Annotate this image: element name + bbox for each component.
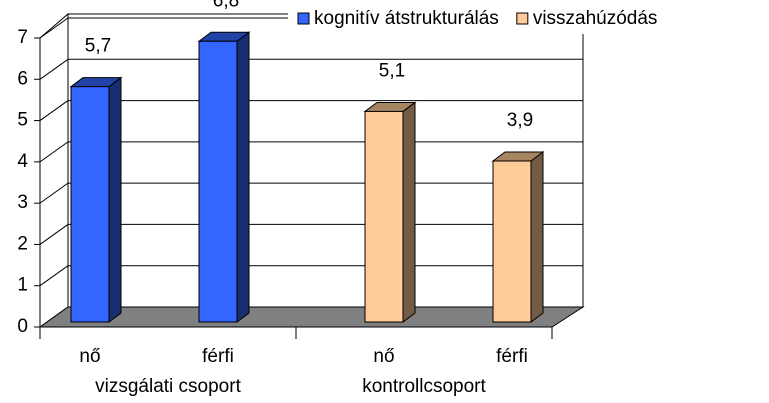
y-tick-label: 0 [17,316,28,337]
grid-line [39,100,69,121]
x-tick-label: férfi [202,346,234,367]
grid-line [39,58,69,80]
y-tick-label: 5 [17,110,28,131]
bar [198,40,238,323]
legend-box [288,4,769,34]
bar-side [402,101,416,323]
legend-swatch [297,12,310,25]
bar [364,110,404,323]
bar [492,160,532,323]
x-tick-label: nő [79,346,100,367]
y-tick-label: 4 [17,151,28,172]
legend-label: kognitív átstrukturálás [314,8,499,29]
grid-line [39,224,69,245]
side-wall [39,12,69,328]
y-tick-label: 6 [17,68,28,89]
bar-side [108,76,122,323]
y-tick-label: 1 [17,275,28,296]
data-label: 3,9 [507,110,533,131]
legend-swatch [516,12,529,25]
grid-line [39,17,69,39]
group-label: vizsgálati csoport [95,376,241,397]
floor [38,306,585,328]
y-tick-label: 3 [17,192,28,213]
y-tick-label: 2 [17,233,28,254]
x-tick-label: nő [373,346,394,367]
data-label: 5,7 [85,36,111,57]
bar-side [236,31,250,323]
grid-line [39,265,69,287]
bar [70,86,110,323]
x-tick-label: férfi [496,346,528,367]
bar-side [530,150,544,323]
data-label: 5,1 [379,60,405,81]
grid-line [39,182,69,204]
y-tick-label: 7 [17,27,28,48]
data-label: 6,8 [213,0,239,11]
group-label: kontrollcsoport [362,376,486,397]
legend-label: visszahúzódás [533,8,658,29]
grid-line [39,141,69,163]
